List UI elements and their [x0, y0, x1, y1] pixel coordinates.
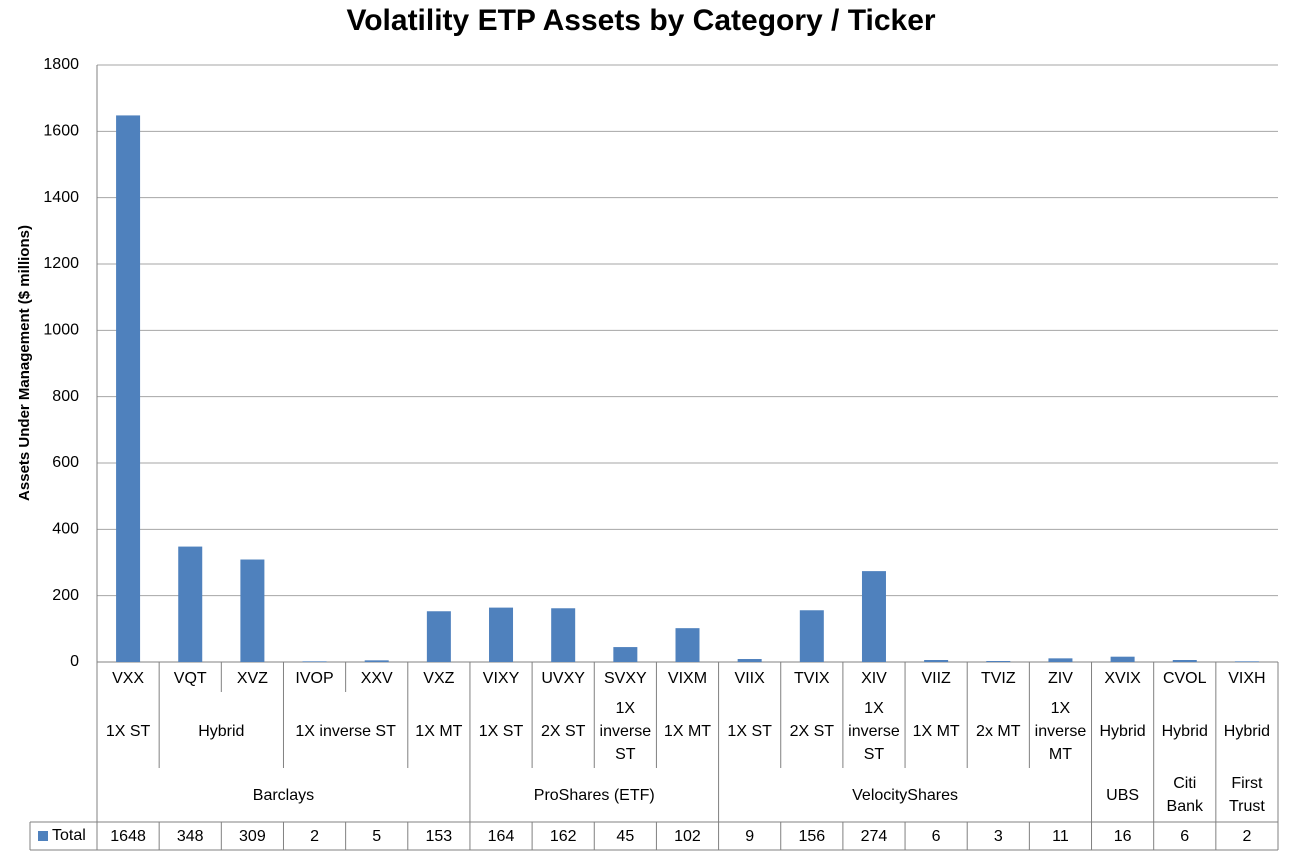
x-tick-label: TVIX: [794, 669, 830, 687]
x-tick-label: VXZ: [423, 669, 455, 687]
strategy-label: 1X ST: [105, 722, 151, 740]
data-table-value: 162: [549, 827, 577, 845]
chart-title: Volatility ETP Assets by Category / Tick…: [346, 4, 935, 37]
strategy-label: Hybrid: [198, 722, 245, 740]
issuer-label: ProShares (ETF): [533, 786, 655, 804]
x-tick-label: VIXM: [667, 669, 708, 687]
y-tick-label: 800: [52, 388, 79, 405]
strategy-label: 1X MT: [912, 722, 960, 740]
x-tick-label: VIIX: [734, 669, 765, 687]
strategy-label: Hybrid: [1223, 722, 1271, 740]
data-table-value: 9: [745, 827, 755, 845]
bar: [1172, 660, 1197, 662]
bar: [116, 115, 141, 662]
data-table-value: 309: [239, 827, 266, 845]
y-axis-label: Assets Under Management ($ millions): [16, 225, 33, 501]
data-table-value: 2: [1242, 827, 1252, 845]
bar: [489, 607, 514, 662]
bar: [737, 659, 762, 662]
strategy-label: Hybrid: [1161, 722, 1208, 740]
data-table-value: 3: [993, 827, 1003, 845]
strategy-label: 1X ST: [478, 722, 524, 740]
bar: [675, 628, 700, 662]
y-tick-label: 200: [52, 587, 79, 604]
y-tick-label: 0: [70, 653, 79, 670]
data-table-value: 6: [931, 827, 941, 845]
bar: [240, 559, 265, 662]
data-table-value: 102: [674, 827, 701, 845]
data-table-value: 164: [487, 827, 515, 845]
bar: [924, 660, 949, 662]
strategy-label: 1X MT: [663, 722, 712, 740]
strategy-label: 2X ST: [789, 722, 835, 740]
data-table-value: 153: [425, 827, 453, 845]
x-tick-label: ZIV: [1047, 669, 1073, 687]
data-table-value: 5: [372, 827, 382, 845]
strategy-label: 2x MT: [976, 722, 1021, 740]
x-tick-label: TVIZ: [980, 669, 1016, 687]
bar: [178, 546, 203, 662]
y-tick-label: 1000: [43, 322, 79, 339]
data-table-value: 6: [1180, 827, 1190, 845]
data-table-value: 11: [1052, 827, 1069, 845]
bar: [1234, 661, 1259, 662]
x-tick-label: VIXH: [1228, 669, 1266, 687]
y-tick-label: 400: [52, 521, 79, 538]
legend-key: [38, 831, 48, 841]
issuer-label: First Trust: [1228, 775, 1265, 815]
strategy-label: 1X inverse ST: [599, 699, 652, 763]
data-table-value: 2: [310, 827, 319, 845]
y-tick-label: 600: [52, 454, 79, 471]
bar: [364, 660, 389, 662]
x-tick-label: XVIX: [1104, 669, 1141, 687]
data-table-value: 274: [860, 827, 888, 845]
issuer-label: Barclays: [252, 786, 315, 804]
bar: [613, 647, 638, 662]
x-tick-label: XIV: [861, 669, 887, 687]
y-tick-label: 1400: [43, 189, 79, 206]
data-table-value: 16: [1113, 827, 1132, 845]
x-tick-label: UVXY: [541, 669, 585, 687]
strategy-label: Hybrid: [1099, 722, 1146, 740]
y-tick-label: 1200: [43, 255, 79, 272]
y-tick-label: 1800: [43, 56, 79, 73]
data-table-value: 1648: [110, 827, 146, 845]
x-tick-label: VXX: [112, 669, 145, 687]
strategy-label: 1X inverse ST: [848, 699, 900, 763]
x-tick-label: XXV: [360, 669, 393, 687]
bar: [799, 610, 824, 662]
bar: [302, 661, 327, 662]
strategy-label: 2X ST: [540, 722, 586, 740]
x-tick-label: VIXY: [482, 669, 520, 687]
bar: [1048, 658, 1073, 662]
bar: [861, 571, 886, 662]
bar: [986, 661, 1011, 662]
strategy-label: 1X inverse MT: [1034, 699, 1087, 763]
x-tick-label: CVOL: [1162, 669, 1207, 687]
y-tick-label: 1600: [43, 123, 79, 140]
issuer-label: Citi Bank: [1166, 775, 1203, 815]
issuer-label: VelocityShares: [852, 786, 958, 804]
issuer-label: UBS: [1106, 786, 1140, 804]
data-table-value: 156: [798, 827, 826, 845]
x-tick-label: XVZ: [236, 669, 268, 687]
data-table-value: 45: [616, 827, 635, 845]
data-table-value: 348: [176, 827, 204, 845]
strategy-label: 1X ST: [727, 722, 772, 740]
bar: [1110, 656, 1135, 662]
strategy-label: 1X MT: [415, 722, 463, 740]
bar: [426, 611, 451, 662]
x-tick-label: VIIZ: [921, 669, 951, 687]
x-tick-label: SVXY: [603, 669, 647, 687]
legend-label: Total: [52, 827, 86, 844]
bar: [551, 608, 576, 662]
x-tick-label: VQT: [173, 669, 207, 687]
x-tick-label: IVOP: [295, 669, 334, 687]
strategy-label: 1X inverse ST: [295, 722, 396, 740]
